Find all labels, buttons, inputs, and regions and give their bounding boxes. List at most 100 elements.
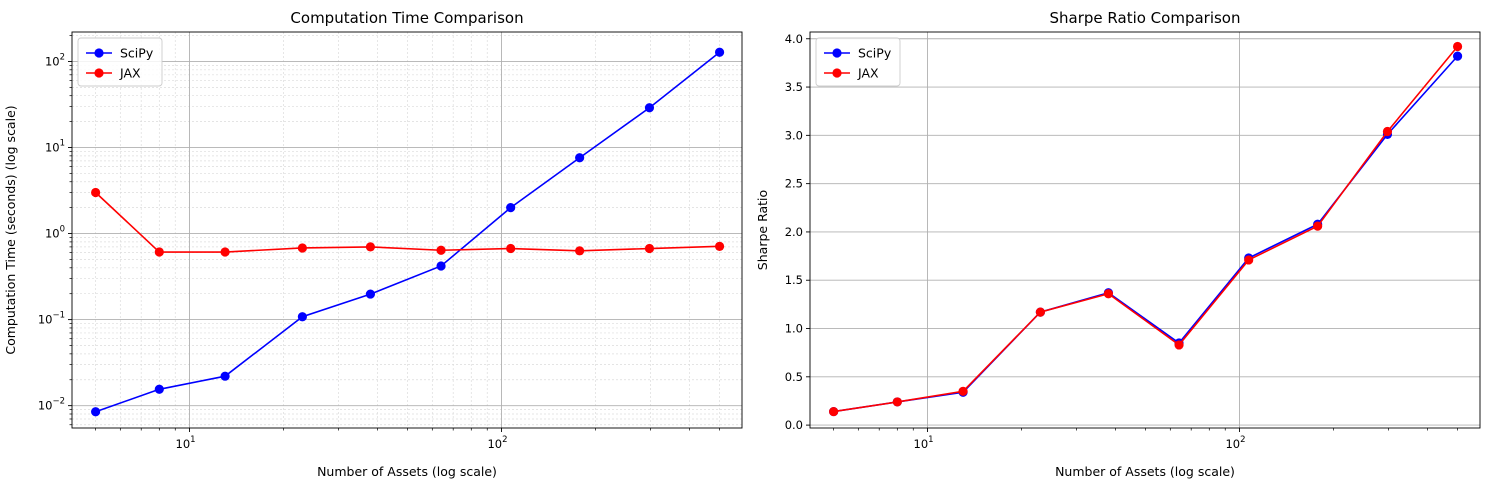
data-point xyxy=(365,242,376,252)
data-point xyxy=(436,245,446,255)
tick-exponent: 0 xyxy=(60,225,65,235)
data-point xyxy=(220,371,230,381)
tick-exponent: 2 xyxy=(60,52,65,62)
data-point xyxy=(91,407,101,417)
series-line xyxy=(833,45,1459,413)
y-tick-label: 1.5 xyxy=(785,273,803,287)
x-tick-label: 102 xyxy=(1225,435,1245,451)
legend-label: SciPy xyxy=(120,46,154,61)
legend-item-jax: JAX xyxy=(86,66,141,81)
legend-marker xyxy=(94,48,104,58)
y-tick-label: 0.0 xyxy=(785,418,803,432)
tick-exponent: 1 xyxy=(60,139,65,149)
data-point xyxy=(1244,255,1254,265)
data-point xyxy=(91,187,101,198)
tick-base: 10 xyxy=(38,313,53,327)
y-tick-label: 10−2 xyxy=(38,397,65,413)
data-point xyxy=(575,246,585,256)
data-point xyxy=(1313,221,1323,231)
series-jax xyxy=(829,41,1463,417)
legend-label: JAX xyxy=(857,66,879,81)
y-tick-label: 0.5 xyxy=(785,370,803,384)
legend-label: JAX xyxy=(119,66,141,81)
y-tick-label: 10−1 xyxy=(38,311,65,327)
series-jax xyxy=(91,187,725,257)
tick-base: 10 xyxy=(1225,437,1240,451)
y-tick-label: 2.5 xyxy=(785,177,803,191)
data-point xyxy=(958,386,968,396)
tick-base: 10 xyxy=(45,54,60,68)
axes-frame xyxy=(809,31,1481,429)
axes-frame xyxy=(71,31,743,429)
tick-exponent: −2 xyxy=(52,397,65,407)
tick-base: 10 xyxy=(45,141,60,155)
data-point xyxy=(1103,289,1114,299)
x-axis-label: Number of Assets (log scale) xyxy=(317,464,497,479)
sharpe-ratio-chart: 101 1020.00.51.01.52.02.53.03.54.0Sharpe … xyxy=(755,9,1481,479)
data-point xyxy=(506,203,516,213)
legend-item-scipy: SciPy xyxy=(824,46,892,61)
legend-marker xyxy=(94,68,104,78)
data-point xyxy=(436,261,446,271)
data-point xyxy=(1035,307,1045,317)
y-tick-label: 3.0 xyxy=(785,128,803,142)
data-point xyxy=(154,247,164,257)
y-tick-label: 4.0 xyxy=(785,32,803,46)
legend-marker xyxy=(832,48,842,58)
data-point xyxy=(829,406,839,417)
y-tick-label: 2.0 xyxy=(785,225,803,239)
y-tick-label: 1.0 xyxy=(785,322,803,336)
series-scipy xyxy=(91,47,725,417)
chart-title: Computation Time Comparison xyxy=(290,9,523,27)
chart-title: Sharpe Ratio Comparison xyxy=(1050,9,1241,27)
data-point xyxy=(714,47,725,57)
legend: SciPy JAX xyxy=(815,37,901,87)
data-point xyxy=(644,103,655,113)
data-point xyxy=(154,384,164,394)
data-point xyxy=(575,153,585,163)
legend-label: SciPy xyxy=(858,46,892,61)
legend: SciPy JAX xyxy=(77,37,163,87)
tick-exponent: 1 xyxy=(928,435,933,445)
data-point xyxy=(365,289,376,299)
data-point xyxy=(220,247,230,257)
tick-exponent: 2 xyxy=(502,435,507,445)
data-point xyxy=(1452,51,1463,61)
data-point xyxy=(714,241,725,251)
y-axis-label: Computation Time (seconds) (log scale) xyxy=(3,105,18,354)
y-tick-label: 3.5 xyxy=(785,80,803,94)
series-line xyxy=(95,191,720,253)
data-point xyxy=(1174,340,1184,350)
tick-base: 10 xyxy=(176,437,191,451)
series-scipy xyxy=(829,51,1463,417)
x-axis-label: Number of Assets (log scale) xyxy=(1055,464,1235,479)
grid xyxy=(72,32,742,428)
data-point xyxy=(297,312,307,322)
data-point xyxy=(1382,126,1393,137)
x-tick-label: 102 xyxy=(487,435,507,451)
tick-base: 10 xyxy=(487,437,502,451)
data-point xyxy=(892,397,902,407)
series-line xyxy=(95,51,721,413)
grid xyxy=(810,32,1480,428)
tick-base: 10 xyxy=(38,399,53,413)
legend-item-scipy: SciPy xyxy=(86,46,154,61)
tick-exponent: 1 xyxy=(190,435,195,445)
data-point xyxy=(644,243,655,254)
x-tick-label: 101 xyxy=(176,435,196,451)
y-tick-label: 101 xyxy=(45,139,65,155)
tick-base: 10 xyxy=(45,227,60,241)
tick-exponent: 2 xyxy=(1240,435,1245,445)
data-point xyxy=(1452,41,1463,52)
y-tick-label: 100 xyxy=(45,225,65,241)
y-tick-label: 102 xyxy=(45,52,65,68)
y-axis-label: Sharpe Ratio xyxy=(755,190,770,270)
data-point xyxy=(297,243,307,253)
x-tick-label: 101 xyxy=(914,435,934,451)
data-point xyxy=(506,243,516,254)
tick-exponent: −1 xyxy=(52,311,65,321)
